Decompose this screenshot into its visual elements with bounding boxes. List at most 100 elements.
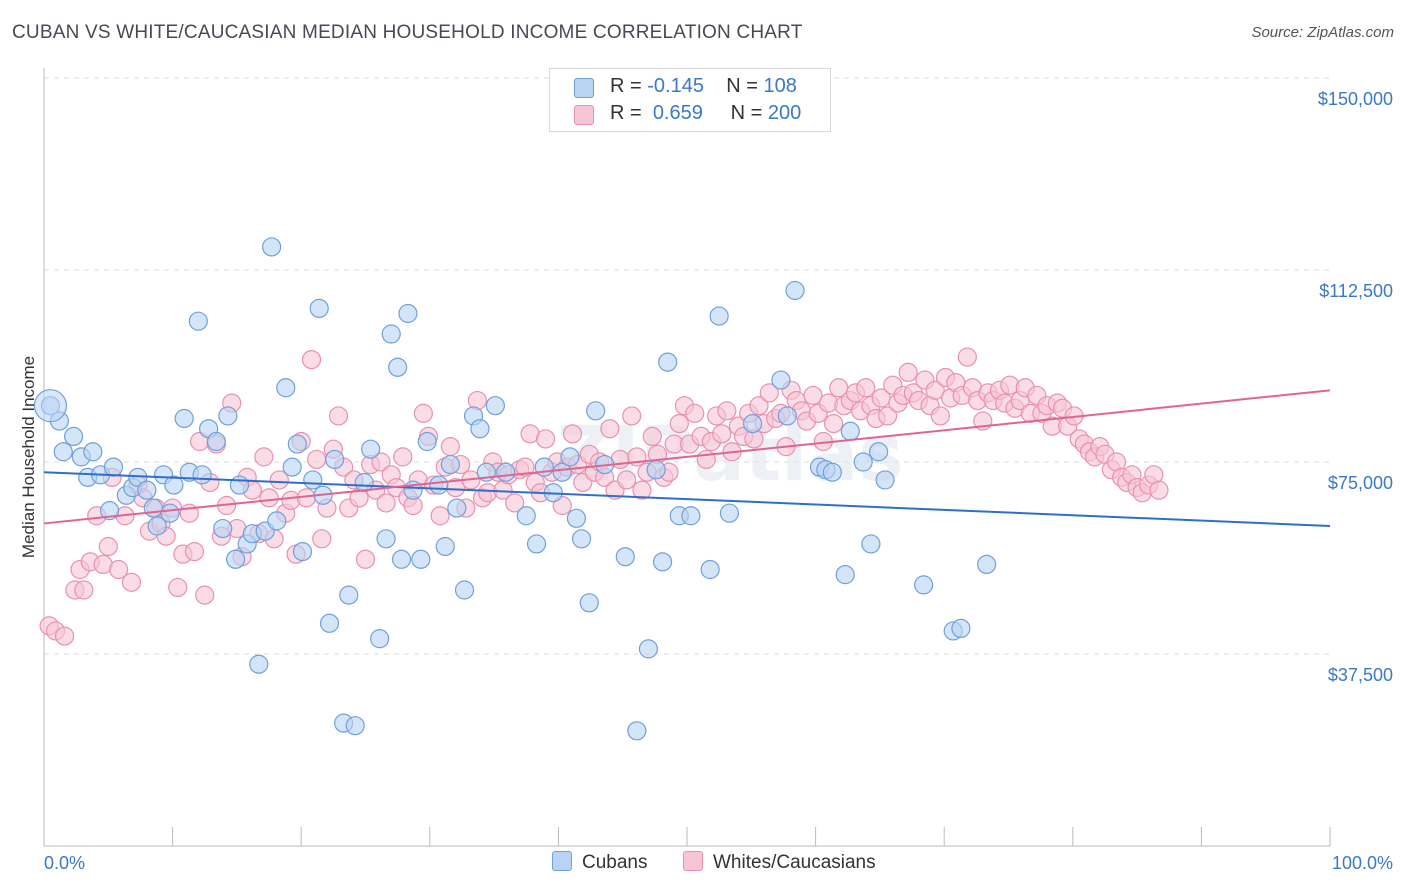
legend-swatch-cubans [574,78,594,98]
y-tick-labels: $37,500 $75,000 $112,500 $150,000 [1318,89,1393,685]
cubans-point [287,434,307,454]
cubans-point [319,613,340,633]
cubans-point [709,306,729,326]
cubans-point [53,442,73,462]
cubans-point [534,457,554,477]
y-axis-label: Median Household Income [19,356,38,558]
whites-caucasians-point [824,414,844,434]
whites-caucasians-point [121,572,142,592]
whites-caucasians-point [413,403,433,423]
cubans-point [435,536,455,557]
whites-caucasians-point [669,414,689,434]
cubans-point [777,406,797,426]
cubans-point [516,506,536,526]
legend-swatch-whites [574,105,594,125]
whites-caucasians-point [878,406,898,426]
bottom-legend-whites: Whites/Caucasians [683,851,876,874]
cubans-points [33,237,997,741]
bottom-legend-label-whites: Whites/Caucasians [713,852,876,873]
cubans-point [785,280,805,301]
cubans-point [192,465,212,485]
cubans-point [188,311,208,331]
cubans-point [566,508,587,528]
whites-caucasians-point [195,585,215,605]
cubans-trend-line [43,471,1331,527]
whites-caucasians-point [254,447,274,467]
cubans-point [354,472,374,493]
whites-caucasians-point [562,424,583,444]
cubans-point [398,303,418,324]
legend-n-label: N = [730,102,763,124]
whites-caucasians-point [440,437,460,457]
whites-caucasians-point [685,403,705,423]
whites-caucasians-point [712,424,732,444]
whites-caucasians-point [925,380,945,400]
cubans-point [339,585,359,605]
cubans-point [218,406,238,426]
cubans-point [160,503,180,523]
whites-caucasians-point [376,493,396,513]
whites-caucasians-point [803,385,823,406]
whites-caucasians-point [749,396,769,416]
cubans-point [552,462,572,482]
correlation-legend: R = -0.145 N = 108 R = 0.659 N = 200 [549,68,831,132]
cubans-point [303,470,323,490]
cubans-point [33,389,68,423]
cubans-point [376,529,396,549]
cubans-point [440,454,460,475]
whites-caucasians-trend-line [43,389,1331,525]
x-tick-labels: 0.0% 100.0% [44,853,1393,873]
cubans-point [325,449,345,470]
whites-caucasians-point [307,449,327,470]
trend-lines [43,389,1331,527]
legend-r-label: R = [610,75,642,97]
whites-caucasians-point [371,452,391,472]
bottom-legend-label-cubans: Cubans [582,852,648,873]
whites-caucasians-point [393,447,413,467]
cubans-point [485,396,505,416]
whites-caucasians-point [168,577,188,598]
y-tick-label: $75,000 [1328,473,1393,493]
whites-caucasians-point [430,506,450,526]
whites-caucasians-point [759,383,779,403]
cubans-point [840,421,860,441]
cubans-point [571,529,592,549]
whites-caucasians-point [930,406,950,426]
y-tick-label: $150,000 [1318,89,1393,109]
x-tick-label: 100.0% [1332,853,1393,873]
cubans-point [719,503,740,523]
x-tick-label: 0.0% [44,853,85,873]
whites-caucasians-point [355,549,376,569]
cubans-point [381,324,401,344]
cubans-point [417,431,437,452]
whites-caucasians-point [54,626,75,646]
cubans-point [853,452,873,472]
cubans-point [869,442,889,462]
whites-caucasians-point [642,426,662,446]
bottom-legend-swatch-whites [683,851,703,871]
cubans-point [429,475,449,495]
cubans-point [526,534,547,554]
cubans-point [206,431,226,452]
cubans-point [875,470,895,490]
whites-caucasians-point [622,406,642,426]
cubans-point [835,565,855,585]
y-tick-label: $112,500 [1319,281,1393,301]
cubans-point [164,475,184,495]
cubans-point [681,506,701,526]
cubans-point [411,549,431,569]
whites-caucasians-point [184,541,205,562]
cubans-point [345,716,365,736]
whites-caucasians-point [957,347,977,367]
cubans-point [103,457,124,477]
y-tick-label: $37,500 [1328,665,1393,685]
whites-caucasians-point [505,493,525,513]
cubans-point [229,475,250,495]
cubans-point [267,511,287,531]
cubans-point [174,408,194,429]
cubans-point [226,549,246,569]
cubans-point [627,721,647,741]
whites-caucasians-point [312,529,332,549]
legend-r-value: -0.145 [647,75,704,97]
